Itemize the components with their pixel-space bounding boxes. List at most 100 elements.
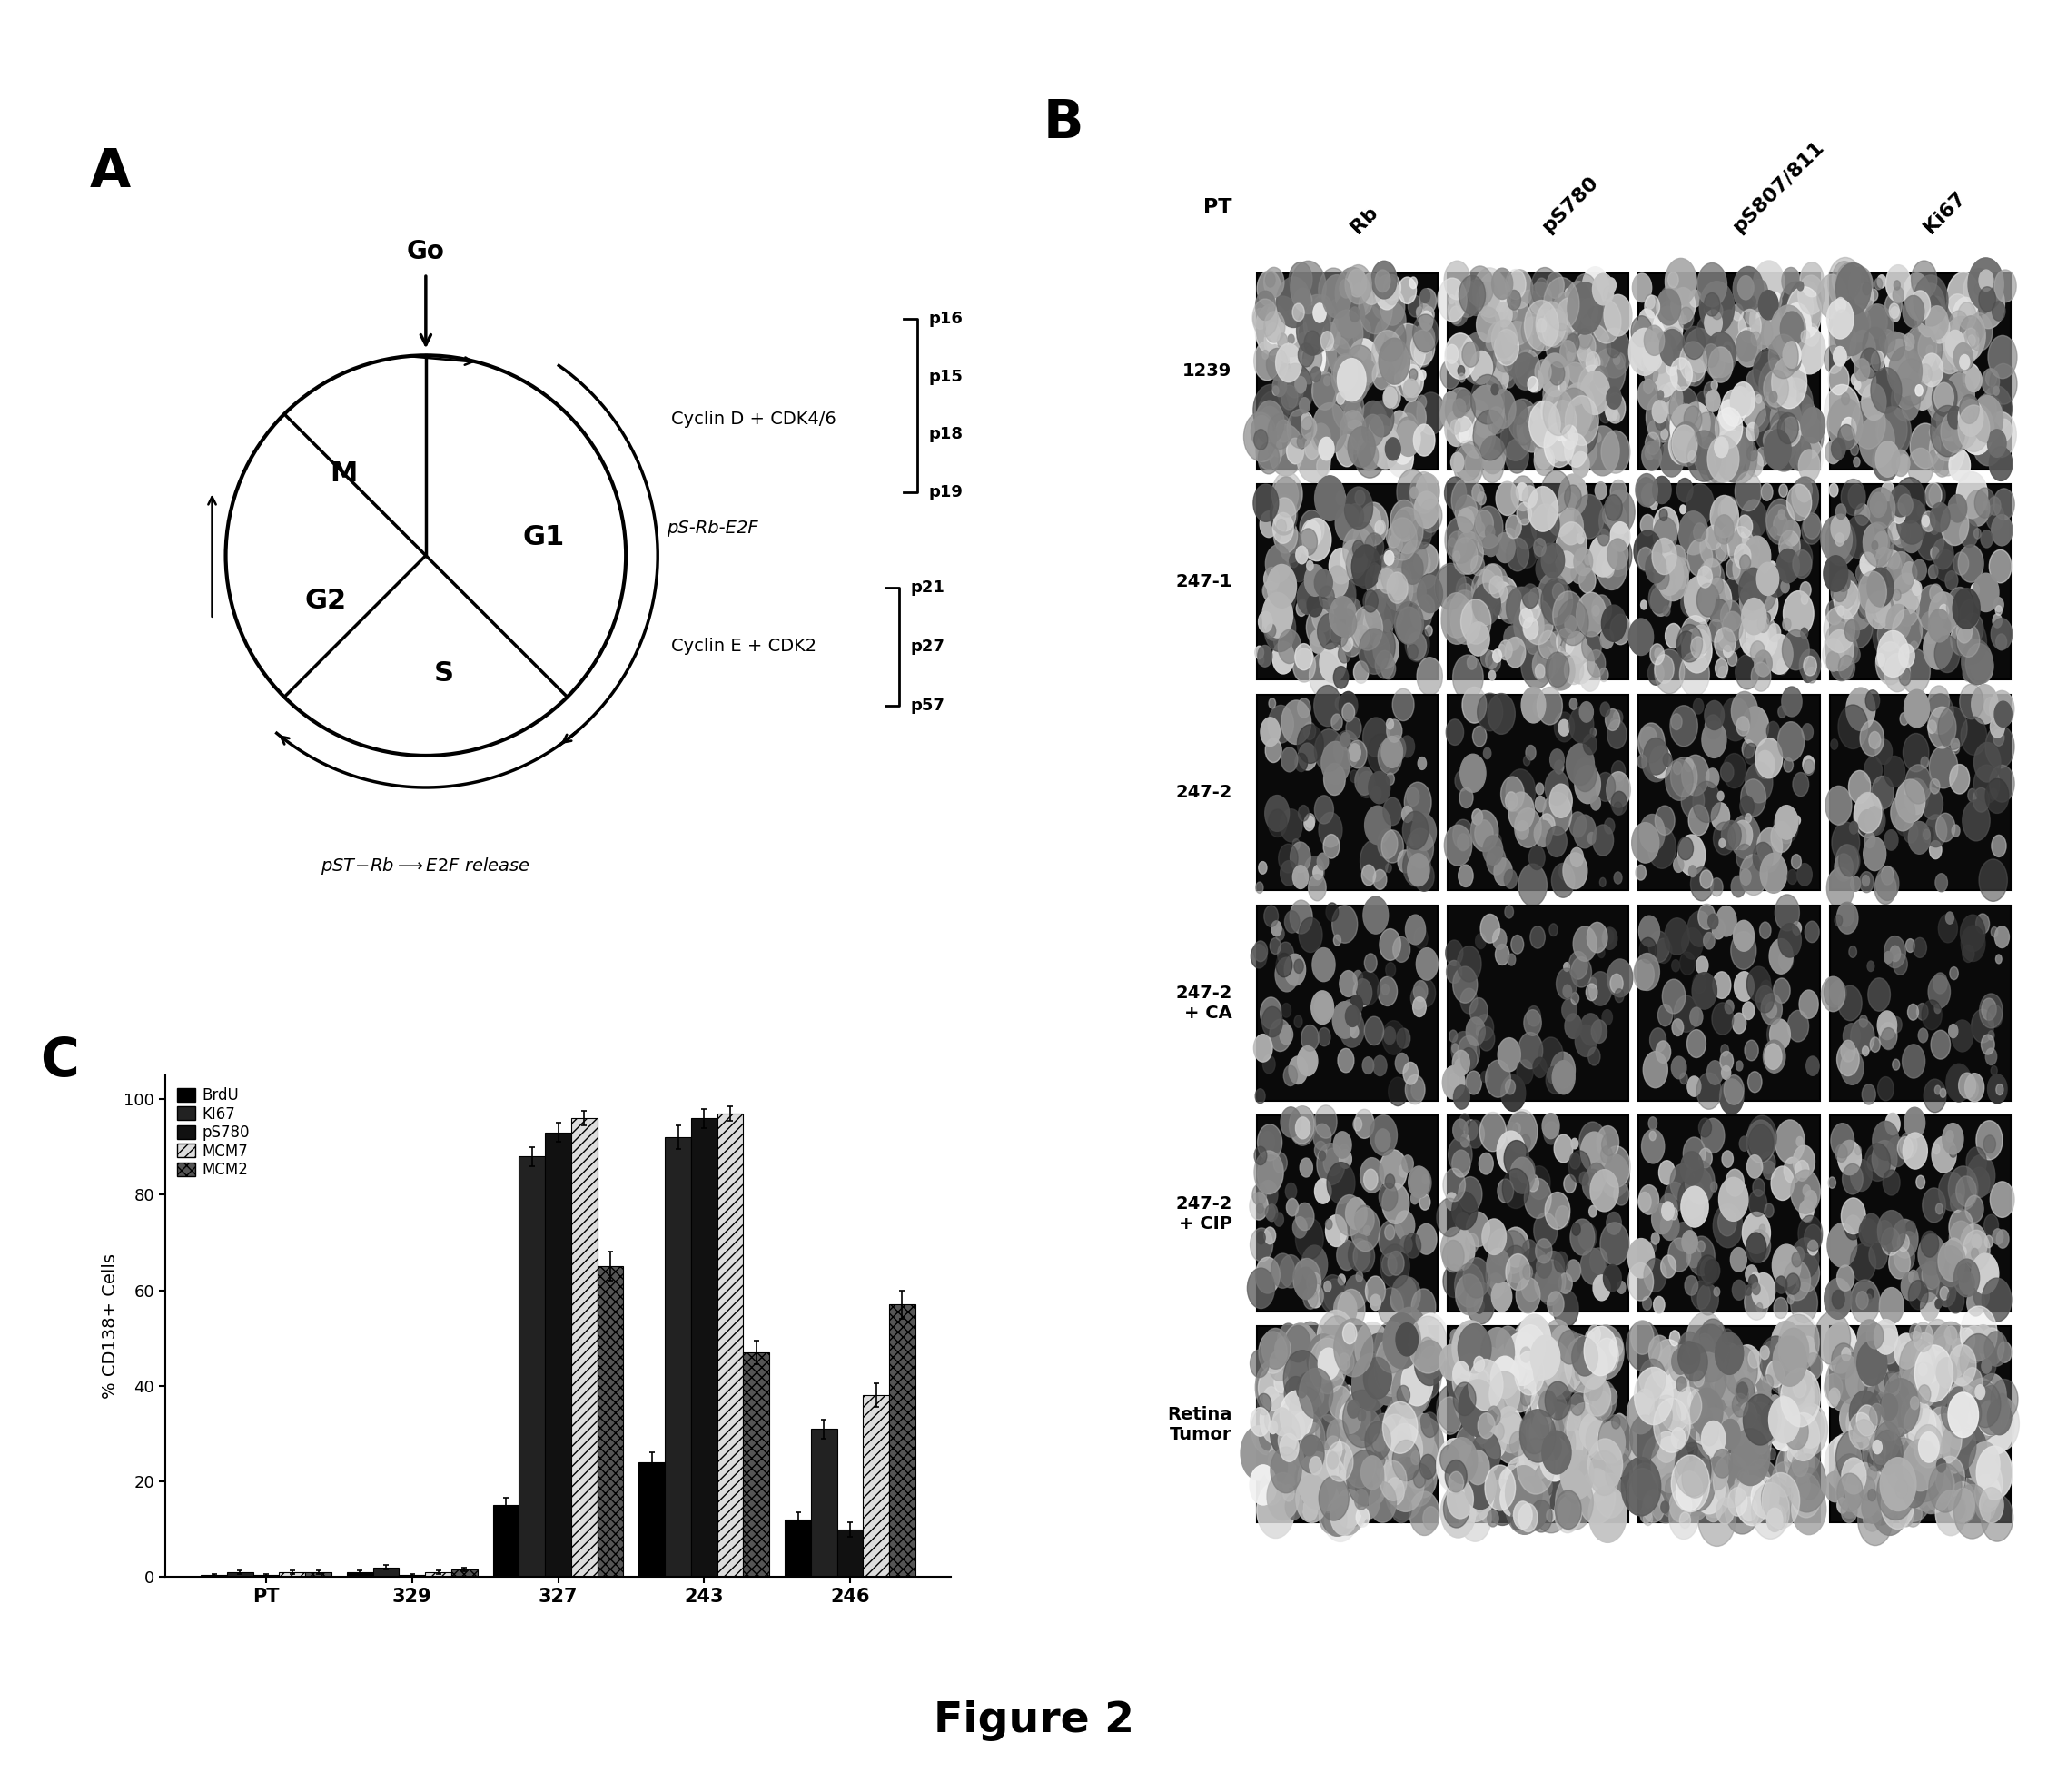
Circle shape — [1728, 527, 1755, 566]
Circle shape — [1612, 412, 1618, 421]
Circle shape — [1451, 419, 1461, 434]
Bar — [1257, 274, 1439, 470]
Circle shape — [1313, 866, 1323, 880]
Circle shape — [1315, 1106, 1337, 1138]
Circle shape — [1957, 624, 1980, 658]
Circle shape — [1829, 484, 1838, 496]
Circle shape — [1393, 688, 1414, 720]
Circle shape — [1714, 514, 1734, 545]
Circle shape — [1902, 1471, 1926, 1507]
Circle shape — [1447, 1229, 1476, 1271]
Circle shape — [1790, 1283, 1817, 1322]
Circle shape — [1329, 1412, 1366, 1468]
Circle shape — [1372, 631, 1399, 668]
Circle shape — [1670, 287, 1695, 324]
Circle shape — [1542, 543, 1565, 577]
Circle shape — [1757, 563, 1780, 595]
Circle shape — [1358, 502, 1387, 545]
Circle shape — [1931, 521, 1939, 534]
Circle shape — [1451, 1330, 1459, 1342]
Circle shape — [1974, 487, 1995, 518]
Circle shape — [1439, 1344, 1463, 1380]
Circle shape — [1459, 1113, 1470, 1131]
Circle shape — [1563, 405, 1598, 457]
Text: p19: p19 — [928, 484, 963, 500]
Circle shape — [1339, 1231, 1348, 1242]
Circle shape — [1325, 1503, 1348, 1536]
Circle shape — [1451, 478, 1482, 523]
Circle shape — [1891, 450, 1910, 477]
Circle shape — [1957, 1396, 1982, 1432]
Circle shape — [1542, 385, 1575, 435]
Circle shape — [1922, 1000, 1941, 1030]
Circle shape — [1947, 1482, 1976, 1523]
Circle shape — [1395, 421, 1420, 457]
Circle shape — [1567, 335, 1587, 366]
Bar — [1639, 905, 1819, 1100]
Circle shape — [1515, 1486, 1534, 1514]
Circle shape — [1848, 484, 1864, 509]
Circle shape — [1579, 1423, 1596, 1446]
Circle shape — [1974, 1475, 2001, 1512]
Circle shape — [1263, 312, 1286, 342]
Circle shape — [1794, 1247, 1804, 1262]
Text: Retina
Tumor: Retina Tumor — [1168, 1405, 1232, 1443]
Text: p21: p21 — [912, 579, 945, 595]
Circle shape — [1871, 289, 1879, 301]
Circle shape — [1740, 1471, 1749, 1484]
Bar — [372, 1568, 399, 1577]
Circle shape — [1308, 652, 1341, 699]
Circle shape — [1792, 1471, 1811, 1500]
Circle shape — [1497, 1407, 1521, 1444]
Circle shape — [1255, 1147, 1267, 1165]
Circle shape — [1497, 1131, 1525, 1174]
Circle shape — [1455, 1464, 1494, 1521]
Circle shape — [1662, 1371, 1695, 1421]
Circle shape — [1331, 713, 1341, 731]
Circle shape — [1924, 1473, 1951, 1511]
Circle shape — [1327, 566, 1348, 597]
Circle shape — [1840, 1495, 1856, 1518]
Circle shape — [1982, 998, 1997, 1020]
Circle shape — [1656, 647, 1664, 659]
Circle shape — [1466, 1353, 1474, 1367]
Circle shape — [1304, 299, 1337, 349]
Circle shape — [1310, 1387, 1323, 1407]
Circle shape — [1497, 1326, 1519, 1362]
Circle shape — [1769, 1348, 1800, 1392]
Circle shape — [1641, 600, 1647, 609]
Circle shape — [1604, 287, 1614, 301]
Circle shape — [1494, 333, 1515, 362]
Circle shape — [1548, 1292, 1565, 1317]
Circle shape — [1457, 389, 1472, 412]
Circle shape — [1455, 1263, 1484, 1308]
Circle shape — [1273, 385, 1279, 396]
Circle shape — [1546, 391, 1554, 401]
Circle shape — [1678, 1462, 1714, 1516]
Circle shape — [1825, 1278, 1852, 1319]
Circle shape — [1949, 383, 1976, 423]
Circle shape — [1929, 686, 1949, 717]
Circle shape — [1728, 823, 1747, 849]
Circle shape — [1740, 582, 1765, 620]
Circle shape — [1862, 523, 1887, 559]
Circle shape — [1945, 409, 1957, 426]
Circle shape — [1652, 340, 1672, 373]
Circle shape — [1656, 806, 1674, 835]
Circle shape — [1660, 1382, 1691, 1432]
Circle shape — [1800, 627, 1809, 638]
Circle shape — [1257, 1394, 1271, 1416]
Circle shape — [1528, 486, 1559, 532]
Circle shape — [1339, 1150, 1352, 1168]
Circle shape — [1542, 1346, 1577, 1398]
Circle shape — [1759, 1348, 1782, 1383]
Circle shape — [1782, 686, 1802, 717]
Circle shape — [1403, 378, 1418, 401]
Circle shape — [1354, 1240, 1375, 1272]
Circle shape — [1730, 815, 1761, 858]
Circle shape — [1705, 715, 1722, 738]
Circle shape — [1736, 1061, 1742, 1072]
Text: p18: p18 — [928, 426, 963, 443]
Circle shape — [1453, 654, 1484, 701]
Circle shape — [1472, 810, 1499, 851]
